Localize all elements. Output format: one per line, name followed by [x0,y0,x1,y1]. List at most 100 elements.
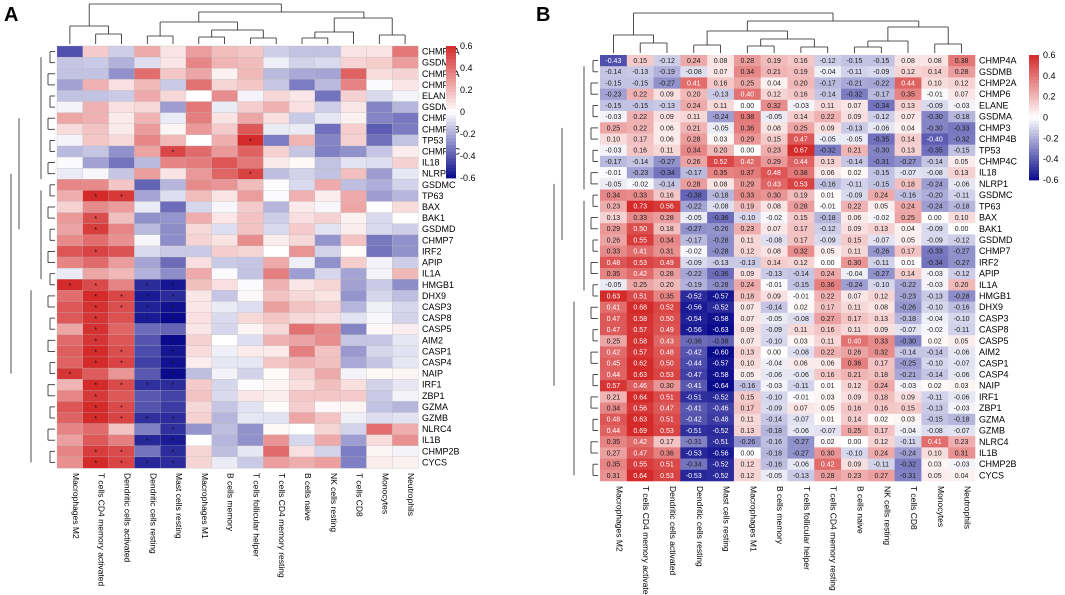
heatmap-cell [314,323,342,336]
heatmap-cell [653,200,681,213]
heatmap-cell [600,312,628,325]
heatmap-cell [108,156,135,169]
heatmap-cell [733,88,762,101]
cell-value-label: 0.28 [660,215,674,222]
heatmap-cell [867,268,895,280]
cell-value-label: -0.40 [927,136,943,143]
cell-value-label: 0.04 [767,80,781,87]
cell-value-label: 0.33 [633,193,647,200]
significance-star: * [172,449,175,456]
colorbar-tick-label: 0.6 [1043,50,1056,60]
heatmap-cell [626,301,654,314]
heatmap-cell [921,290,949,302]
heatmap-cell [392,401,419,413]
significance-star: * [146,294,149,301]
heatmap-cell [392,112,419,125]
row-label: ELANE [979,100,1009,110]
heatmap-cell [841,368,869,381]
heatmap-cell [600,357,628,370]
cell-value-label: 0.42 [607,349,621,356]
heatmap-cell [841,447,869,459]
heatmap-cell [237,90,264,102]
heatmap-cell [134,212,161,225]
heatmap-cell [600,413,628,426]
heatmap-cell [653,380,681,392]
cell-value-label: 0.09 [848,394,862,401]
heatmap-cell [787,99,815,112]
heatmap-cell [814,189,842,202]
heatmap-cell [237,290,264,302]
heatmap-cell [314,434,342,447]
heatmap-cell [288,90,316,102]
heatmap-cell [707,55,735,67]
cell-value-label: -0.12 [820,226,836,233]
heatmap-cell [948,279,976,291]
cell-value-label: 0.16 [874,406,888,413]
cell-value-label: -0.18 [713,193,729,200]
heatmap-cell [867,469,895,482]
cell-value-label: 0.11 [741,237,754,244]
heatmap-cell [185,45,213,58]
heatmap-cell [626,144,654,157]
column-label: NK cells resting [882,486,892,545]
cell-value-label: 0.03 [955,383,969,390]
heatmap-cell [841,178,869,190]
heatmap-cell [340,90,367,102]
cell-value-label: 0.40 [848,338,862,345]
heatmap-cell [314,90,342,102]
heatmap-cell [841,335,869,347]
heatmap-cell [340,301,367,313]
heatmap-cell [680,167,708,179]
cell-value-label: 0.31 [660,249,674,256]
heatmap-cell [185,123,213,136]
heatmap-cell [653,290,681,302]
cell-value-label: -0.27 [659,80,675,87]
row-label: TP63 [979,201,1001,211]
heatmap-cell [760,380,788,392]
heatmap-cell [948,234,976,246]
heatmap-cell [159,90,187,102]
heatmap-cell [707,234,735,246]
heatmap-cell [680,357,708,370]
cell-value-label: 0.11 [660,148,673,155]
cell-value-label: 0.08 [714,58,728,65]
row-label: IL18 [979,168,997,178]
cell-value-label: 0.07 [848,103,862,110]
cell-value-label: 0.28 [660,271,674,278]
heatmap-cell [787,436,815,448]
cell-value-label: 0.00 [741,148,755,155]
heatmap-cell [366,68,393,80]
heatmap-cell [867,66,895,78]
heatmap-cell [288,345,316,358]
heatmap-cell [340,456,367,469]
heatmap-cell [814,279,842,291]
heatmap-cell [680,324,708,336]
heatmap-cell [653,424,681,437]
cell-value-label: -0.07 [793,417,809,424]
cell-value-label: 0.57 [607,383,621,390]
heatmap-cell [82,168,110,180]
heatmap-cell [82,112,110,125]
heatmap-cell [211,379,238,391]
heatmap-cell [314,190,342,202]
heatmap-cell [159,256,187,269]
colorbar-swatch [446,112,456,116]
cell-value-label: 0.48 [607,260,621,267]
significance-star: * [146,305,149,312]
colorbar-swatch [446,115,456,119]
heatmap-cell [314,423,342,436]
heatmap-cell [733,312,762,325]
heatmap-cell [626,178,654,190]
heatmap-cell [680,447,708,459]
cell-value-label: -0.01 [766,282,782,289]
heatmap-cell [288,201,316,214]
heatmap-cell [134,101,161,114]
heatmap-cell [211,68,238,80]
row-label: BAX [422,202,440,212]
heatmap-cell [392,434,419,447]
colorbar-swatch [1029,155,1039,159]
colorbar-swatch [1029,105,1039,109]
cell-value-label: -0.57 [713,361,729,368]
cell-value-label: 0.25 [794,125,808,132]
